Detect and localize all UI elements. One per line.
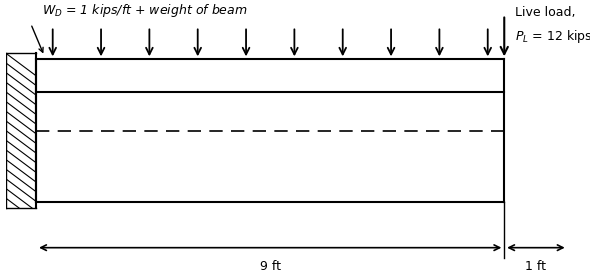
Text: 1 ft: 1 ft — [526, 260, 546, 272]
Bar — [6, 53, 36, 208]
Text: $W_D$ = 1 kips/ft + weight of beam: $W_D$ = 1 kips/ft + weight of beam — [42, 2, 247, 19]
Text: $P_L$ = 12 kips: $P_L$ = 12 kips — [515, 28, 590, 45]
Text: Live load,: Live load, — [515, 6, 576, 19]
Text: 9 ft: 9 ft — [260, 260, 281, 272]
